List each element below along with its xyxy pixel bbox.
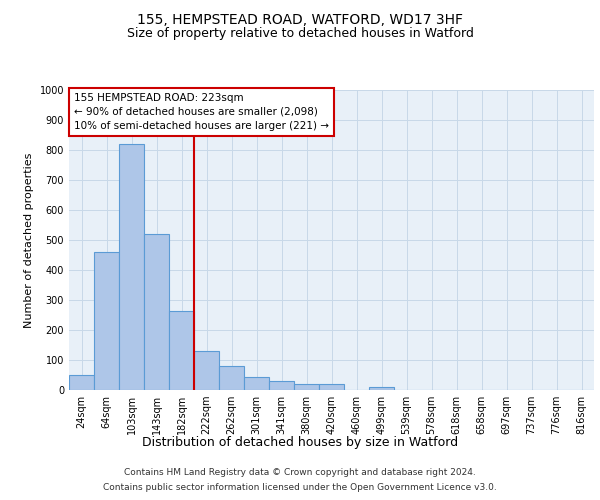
Text: Size of property relative to detached houses in Watford: Size of property relative to detached ho…	[127, 28, 473, 40]
Bar	[144, 234, 169, 390]
Text: Contains public sector information licensed under the Open Government Licence v3: Contains public sector information licen…	[103, 483, 497, 492]
Bar	[169, 310, 194, 390]
Bar	[269, 381, 294, 390]
Bar	[94, 252, 119, 390]
Bar	[369, 387, 394, 390]
Text: 155, HEMPSTEAD ROAD, WATFORD, WD17 3HF: 155, HEMPSTEAD ROAD, WATFORD, WD17 3HF	[137, 12, 463, 26]
Bar	[219, 366, 244, 390]
Bar	[119, 144, 144, 390]
Bar	[194, 351, 219, 390]
Bar	[294, 384, 319, 390]
Text: Distribution of detached houses by size in Watford: Distribution of detached houses by size …	[142, 436, 458, 449]
Text: Contains HM Land Registry data © Crown copyright and database right 2024.: Contains HM Land Registry data © Crown c…	[124, 468, 476, 477]
Y-axis label: Number of detached properties: Number of detached properties	[24, 152, 34, 328]
Bar	[69, 375, 94, 390]
Text: 155 HEMPSTEAD ROAD: 223sqm
← 90% of detached houses are smaller (2,098)
10% of s: 155 HEMPSTEAD ROAD: 223sqm ← 90% of deta…	[74, 93, 329, 131]
Bar	[319, 384, 344, 390]
Bar	[244, 376, 269, 390]
